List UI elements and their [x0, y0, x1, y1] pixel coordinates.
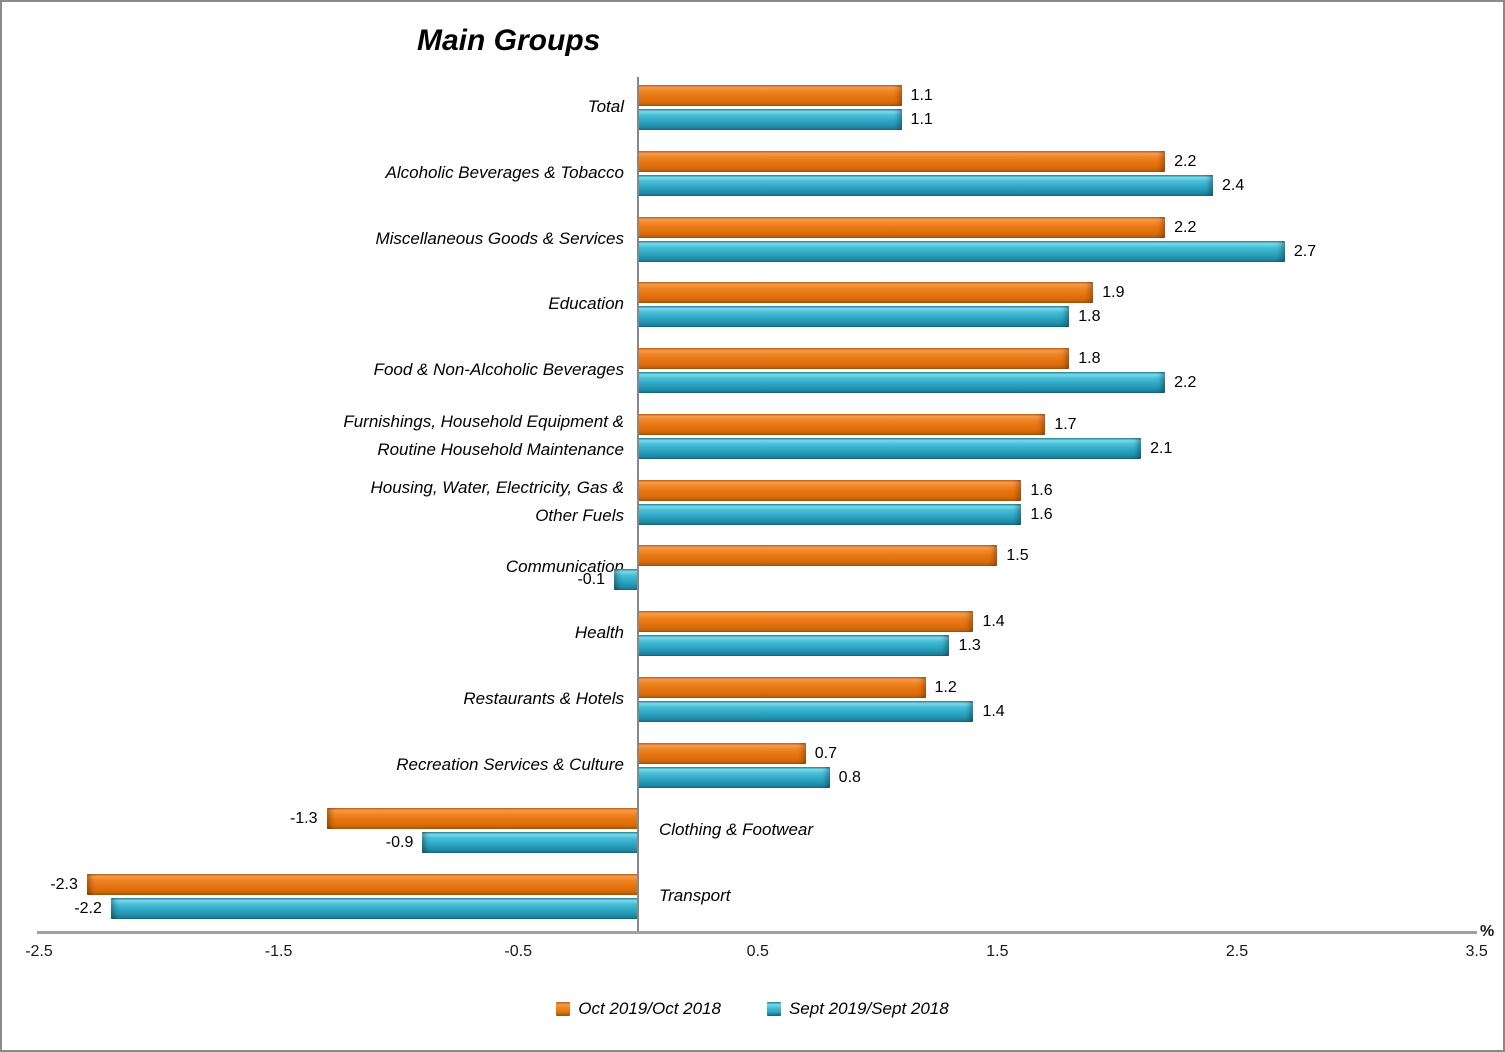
- bar-series0-miscellaneous-goods-services: [638, 216, 1166, 238]
- value-label-series1-restaurants-hotels: 1.4: [982, 702, 1005, 720]
- bar-series1-total: [638, 109, 902, 130]
- value-label-series0-total: 1.1: [910, 87, 933, 104]
- chart-title: Main Groups: [417, 24, 601, 57]
- value-label-series0-transport: -2.3: [50, 876, 78, 894]
- value-label-series1-housing-water-electricity-gas-other-fuel: 1.6: [1030, 505, 1053, 523]
- value-label-series0-housing-water-electricity-gas-other-fuel: 1.6: [1030, 481, 1053, 499]
- value-label-series1-transport: -2.2: [74, 900, 102, 918]
- bar-series0-education: [638, 282, 1094, 304]
- bar-series0-food-non-alcoholic-beverages: [638, 348, 1070, 370]
- value-label-series1-recreation-services-culture: 0.8: [838, 768, 861, 786]
- bar-series1-education: [638, 306, 1070, 328]
- value-label-series1-communication: -0.1: [577, 571, 606, 589]
- legend-item-oct-2019-oct-2018: Oct 2019/Oct 2018: [556, 999, 721, 1019]
- value-label-series0-miscellaneous-goods-services: 2.2: [1174, 218, 1197, 236]
- category-label-housing-water-electricity-gas-other-fuel: Housing, Water, Electricity, Gas & Other…: [370, 477, 624, 525]
- bar-series1-recreation-services-culture: [638, 766, 830, 788]
- bar-series1-health: [638, 635, 950, 657]
- bar-series1-restaurants-hotels: [638, 700, 974, 722]
- bar-series1-food-non-alcoholic-beverages: [638, 372, 1166, 394]
- legend-item-sept-2019-sept-2018: Sept 2019/Sept 2018: [766, 999, 949, 1019]
- x-tick-label--2.5: -2.5: [25, 943, 53, 960]
- bar-series1-clothing-footwear: [422, 832, 638, 854]
- bar-series0-transport: [86, 874, 638, 896]
- bar-series0-total: [638, 85, 902, 106]
- value-label-series0-clothing-footwear: -1.3: [289, 810, 318, 828]
- x-tick-label-0.5: 0.5: [746, 943, 769, 960]
- zero-axis-line: [637, 77, 639, 932]
- legend-label: Sept 2019/Sept 2018: [788, 999, 949, 1018]
- category-label-food-non-alcoholic-beverages: Food & Non-Alcoholic Beverages: [373, 360, 624, 380]
- value-label-series1-food-non-alcoholic-beverages: 2.2: [1174, 374, 1197, 392]
- value-label-series1-miscellaneous-goods-services: 2.7: [1293, 242, 1317, 260]
- category-label-miscellaneous-goods-services: Miscellaneous Goods & Services: [375, 228, 624, 248]
- bar-series0-furnishings-household-equipment-routine-: [638, 413, 1046, 435]
- value-label-series1-health: 1.3: [958, 637, 981, 655]
- x-axis-line: [37, 931, 1477, 934]
- bar-series1-transport: [110, 898, 638, 920]
- value-label-series0-restaurants-hotels: 1.2: [934, 678, 957, 696]
- value-label-series0-furnishings-household-equipment-routine-: 1.7: [1054, 415, 1077, 433]
- value-label-series0-communication: 1.5: [1006, 547, 1029, 565]
- x-tick-label--1.5: -1.5: [264, 943, 293, 960]
- category-label-communication: Communication: [505, 557, 624, 577]
- x-tick-label-2.5: 2.5: [1225, 943, 1249, 960]
- value-label-series1-alcoholic-beverages-tobacco: 2.4: [1222, 176, 1245, 194]
- bar-series0-communication: [638, 545, 998, 567]
- value-label-series1-clothing-footwear: -0.9: [385, 834, 414, 852]
- category-label-health: Health: [574, 623, 624, 643]
- legend-swatch-icon: [766, 1002, 781, 1016]
- category-label-total: Total: [587, 97, 624, 116]
- bar-series0-housing-water-electricity-gas-other-fuel: [638, 479, 1022, 501]
- bar-series0-clothing-footwear: [326, 808, 638, 830]
- x-axis-unit-label: %: [1480, 923, 1495, 940]
- bar-series0-restaurants-hotels: [638, 676, 926, 698]
- category-label-education: Education: [548, 294, 624, 314]
- x-tick-label-3.5: 3.5: [1465, 943, 1488, 960]
- category-label-recreation-services-culture: Recreation Services & Culture: [396, 754, 624, 774]
- bar-series0-recreation-services-culture: [638, 742, 806, 764]
- value-label-series0-food-non-alcoholic-beverages: 1.8: [1078, 350, 1101, 368]
- value-label-series0-health: 1.4: [982, 613, 1005, 631]
- legend-label: Oct 2019/Oct 2018: [578, 999, 721, 1018]
- value-label-series0-recreation-services-culture: 0.7: [814, 744, 837, 762]
- bar-series1-furnishings-household-equipment-routine-: [638, 437, 1142, 459]
- value-label-series0-education: 1.9: [1102, 284, 1125, 302]
- value-label-series0-alcoholic-beverages-tobacco: 2.2: [1174, 152, 1197, 170]
- bar-series0-alcoholic-beverages-tobacco: [638, 150, 1166, 172]
- bar-series1-communication: [614, 569, 638, 591]
- x-tick-label--0.5: -0.5: [504, 943, 532, 960]
- legend: Oct 2019/Oct 2018 Sept 2019/Sept 2018: [2, 999, 1503, 1019]
- bar-series0-health: [638, 611, 974, 633]
- value-label-series1-total: 1.1: [910, 111, 933, 128]
- x-tick-label-1.5: 1.5: [986, 943, 1009, 960]
- category-label-clothing-footwear: Clothing & Footwear: [659, 820, 814, 840]
- bar-series1-alcoholic-beverages-tobacco: [638, 174, 1214, 196]
- value-label-series1-education: 1.8: [1078, 308, 1101, 326]
- category-label-restaurants-hotels: Restaurants & Hotels: [463, 688, 624, 708]
- value-label-series1-furnishings-household-equipment-routine-: 2.1: [1150, 439, 1173, 457]
- category-label-furnishings-household-equipment-routine-: Furnishings, Household Equipment & Routi…: [343, 411, 624, 459]
- bar-series1-miscellaneous-goods-services: [638, 240, 1285, 262]
- bar-series1-housing-water-electricity-gas-other-fuel: [638, 503, 1022, 525]
- category-label-alcoholic-beverages-tobacco: Alcoholic Beverages & Tobacco: [385, 162, 624, 182]
- category-label-transport: Transport: [659, 886, 731, 906]
- legend-swatch-icon: [556, 1002, 571, 1016]
